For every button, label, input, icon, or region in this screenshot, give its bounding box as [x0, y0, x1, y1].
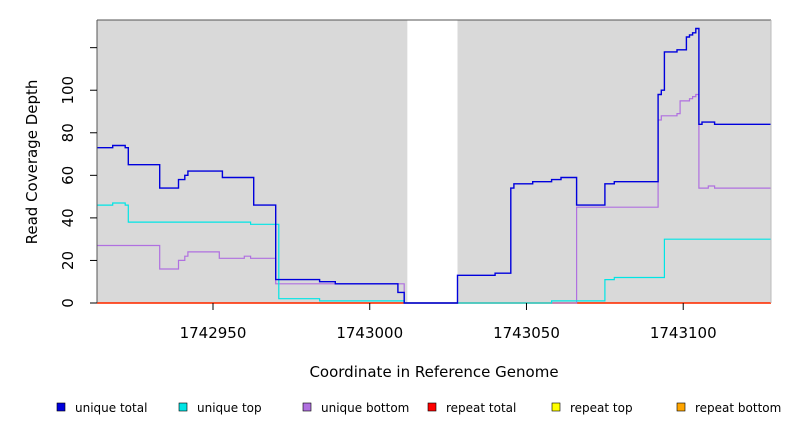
y-axis-label: Read Coverage Depth [23, 80, 41, 245]
y-tick-label: 20 [59, 251, 77, 270]
series-layer [97, 27, 771, 304]
y-tick-label: 100 [59, 76, 77, 105]
legend-swatch [551, 402, 561, 412]
legend-label: repeat bottom [695, 401, 781, 415]
y-tick-label: 0 [59, 298, 77, 308]
series-line-unique-total [97, 27, 771, 304]
legend-label: repeat top [570, 401, 633, 415]
x-tick-label: 1742950 [180, 324, 247, 342]
y-tick-label: 40 [59, 208, 77, 227]
series-line-unique-top [97, 202, 771, 304]
y-tick-label: 60 [59, 166, 77, 185]
x-axis-label: Coordinate in Reference Genome [309, 363, 558, 381]
legend-swatch [302, 402, 312, 412]
legend-label: unique top [197, 401, 262, 415]
legend-swatch [178, 402, 188, 412]
legend-label: repeat total [446, 401, 516, 415]
x-tick-label: 1743100 [650, 324, 717, 342]
legend-label: unique total [75, 401, 147, 415]
x-tick-label: 1743000 [336, 324, 403, 342]
legend-label: unique bottom [321, 401, 409, 415]
series-line-unique-bottom [97, 93, 771, 304]
legend-swatch [427, 402, 437, 412]
axis-layer: 1742950 1743000 1743050 1743100 0 20 40 60 80 100 [59, 47, 717, 342]
legend-swatch [676, 402, 686, 412]
y-tick-label: 80 [59, 123, 77, 142]
gap-region [407, 20, 458, 303]
legend: unique total unique top unique bottom repea… [56, 401, 781, 415]
legend-swatch [56, 402, 66, 412]
x-tick-label: 1743050 [493, 324, 560, 342]
